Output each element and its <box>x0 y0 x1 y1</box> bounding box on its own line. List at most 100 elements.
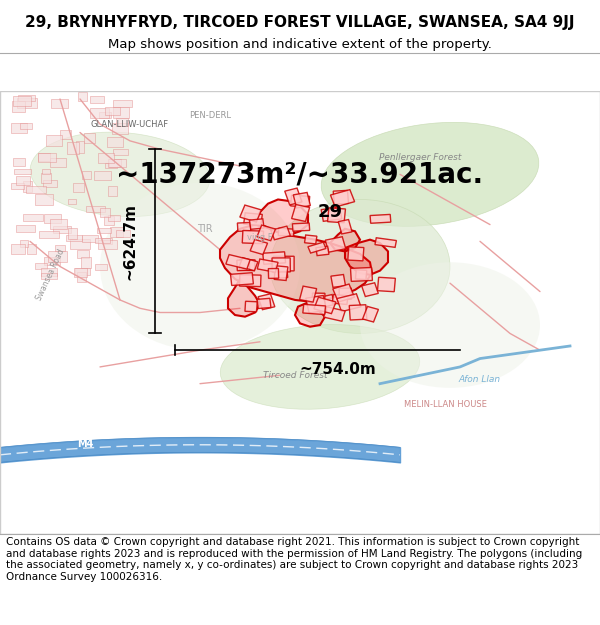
Bar <box>293 192 310 208</box>
Bar <box>27 244 36 254</box>
Bar <box>250 239 268 254</box>
Bar <box>272 258 290 272</box>
Bar <box>239 274 261 287</box>
Bar <box>23 181 32 192</box>
Bar <box>239 259 255 271</box>
Bar <box>305 235 317 244</box>
Bar <box>23 214 43 221</box>
Bar <box>41 169 50 174</box>
Ellipse shape <box>30 132 210 217</box>
Bar <box>100 208 110 217</box>
Bar <box>68 228 77 239</box>
Bar <box>35 194 53 204</box>
Bar <box>274 268 288 279</box>
Bar <box>38 153 56 162</box>
Text: Afon Llan: Afon Llan <box>459 375 501 384</box>
Bar <box>312 293 325 307</box>
Bar <box>13 96 31 106</box>
Bar <box>46 135 62 146</box>
Bar <box>112 124 128 134</box>
Bar <box>116 119 128 126</box>
Bar <box>16 176 30 186</box>
Bar <box>74 268 87 277</box>
Bar <box>107 186 117 196</box>
Bar <box>20 240 28 247</box>
Bar <box>323 307 345 321</box>
Bar <box>44 214 61 223</box>
Bar <box>110 228 123 238</box>
Bar <box>292 204 310 221</box>
Bar <box>20 123 32 129</box>
Polygon shape <box>220 224 372 302</box>
Text: Swansea Road: Swansea Road <box>34 248 66 302</box>
Bar <box>377 278 395 292</box>
Bar <box>39 231 59 238</box>
Bar <box>333 284 355 302</box>
Bar <box>226 254 250 269</box>
Bar <box>98 153 114 164</box>
Bar <box>53 226 71 233</box>
Text: M4: M4 <box>77 439 93 449</box>
Bar <box>55 244 65 251</box>
Bar <box>75 269 91 274</box>
Text: GLAN-LLIW-UCHAF: GLAN-LLIW-UCHAF <box>91 119 169 129</box>
Bar <box>77 92 88 101</box>
Bar <box>50 219 67 229</box>
Bar <box>257 298 271 309</box>
Polygon shape <box>295 302 325 327</box>
Bar <box>43 179 56 186</box>
Bar <box>82 171 91 179</box>
Bar <box>271 226 290 240</box>
Bar <box>90 96 104 104</box>
Bar <box>303 304 326 314</box>
Bar <box>12 101 25 112</box>
Bar <box>238 222 251 231</box>
Text: Tircoed Forest: Tircoed Forest <box>263 371 327 380</box>
Bar <box>257 259 278 272</box>
Bar <box>242 231 263 244</box>
Bar <box>11 123 27 133</box>
Bar <box>316 246 329 256</box>
Bar <box>38 152 50 161</box>
Bar <box>90 107 109 118</box>
Bar <box>41 272 56 279</box>
Bar <box>14 169 31 174</box>
Bar <box>106 107 119 115</box>
Text: M4: M4 <box>262 464 278 474</box>
Bar <box>321 208 342 221</box>
Bar <box>80 257 91 268</box>
Bar <box>306 296 326 313</box>
Ellipse shape <box>100 182 300 350</box>
Ellipse shape <box>360 262 540 388</box>
Bar <box>348 247 364 261</box>
Bar <box>107 137 123 147</box>
Polygon shape <box>228 279 260 317</box>
Bar <box>285 188 302 205</box>
Bar <box>70 239 90 249</box>
Text: PEN-DERL: PEN-DERL <box>189 111 231 120</box>
Bar <box>67 235 82 241</box>
Bar <box>68 199 76 204</box>
Bar <box>105 163 117 168</box>
Bar <box>116 230 130 237</box>
Text: ving F: ving F <box>247 232 273 242</box>
Bar <box>278 228 294 236</box>
Text: Penllergaer Forest: Penllergaer Forest <box>379 153 461 162</box>
Bar <box>26 186 46 193</box>
Bar <box>67 142 79 154</box>
Bar <box>331 274 346 288</box>
Text: ~754.0m: ~754.0m <box>299 362 376 377</box>
Ellipse shape <box>270 199 450 333</box>
Bar <box>18 95 35 101</box>
Bar <box>47 251 67 262</box>
Bar <box>350 268 373 281</box>
Bar <box>338 219 352 234</box>
Bar <box>258 294 275 309</box>
Bar <box>331 189 355 207</box>
Bar <box>95 264 107 269</box>
Text: 29, BRYNHYFRYD, TIRCOED FOREST VILLAGE, SWANSEA, SA4 9JJ: 29, BRYNHYFRYD, TIRCOED FOREST VILLAGE, … <box>25 15 575 30</box>
Bar <box>84 133 95 143</box>
Bar <box>35 263 47 269</box>
Bar <box>51 99 68 108</box>
Bar <box>16 225 35 232</box>
